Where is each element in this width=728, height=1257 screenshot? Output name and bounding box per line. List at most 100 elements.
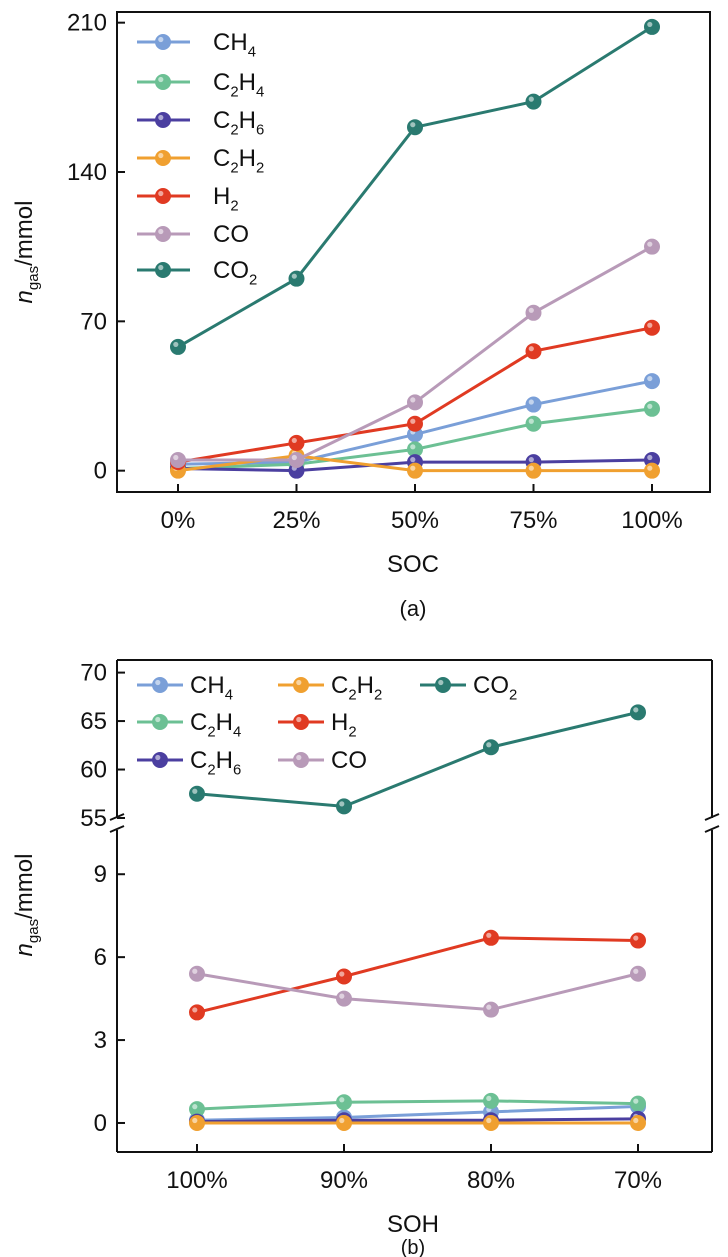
marker-circle bbox=[630, 1114, 646, 1131]
marker-highlight bbox=[647, 241, 653, 247]
data-point bbox=[407, 394, 423, 411]
marker-circle bbox=[189, 1114, 205, 1131]
y-tick-label-a: 0 bbox=[94, 458, 107, 485]
y-tick-label-b-lower: 6 bbox=[94, 944, 107, 971]
plot-frame-a bbox=[116, 11, 711, 493]
legend-marker bbox=[293, 714, 309, 730]
marker-circle bbox=[525, 396, 542, 413]
marker-circle bbox=[288, 270, 305, 287]
legend-label: CO2​ bbox=[473, 672, 517, 704]
marker-highlight bbox=[410, 465, 416, 471]
marker-circle bbox=[293, 714, 309, 730]
marker-circle bbox=[155, 262, 171, 278]
data-point bbox=[336, 798, 352, 815]
y-tick-label-a: 210 bbox=[67, 10, 107, 37]
marker-highlight bbox=[486, 1117, 492, 1124]
data-point bbox=[644, 238, 660, 255]
marker-highlight bbox=[155, 716, 161, 723]
marker-circle bbox=[525, 304, 542, 321]
axis-break-mark bbox=[704, 825, 720, 833]
marker-circle bbox=[407, 119, 423, 136]
marker-circle bbox=[483, 929, 499, 946]
marker-highlight bbox=[158, 36, 164, 43]
legend-marker bbox=[152, 714, 168, 730]
data-point bbox=[483, 1092, 499, 1109]
marker-circle bbox=[407, 394, 423, 411]
legend-marker bbox=[155, 150, 171, 166]
marker-circle bbox=[189, 785, 205, 802]
data-point bbox=[189, 1004, 205, 1021]
data-point bbox=[483, 1114, 499, 1131]
marker-highlight bbox=[647, 454, 653, 461]
legend-marker bbox=[155, 112, 171, 128]
legend-label: C2​H2​ bbox=[213, 145, 264, 177]
legend-label: C2​H6​ bbox=[190, 747, 241, 779]
data-point bbox=[525, 343, 542, 360]
legend-item-c2h4: C2​H4​ bbox=[137, 709, 241, 741]
data-point bbox=[288, 434, 305, 451]
panel-label-a: (a) bbox=[400, 596, 427, 621]
data-point bbox=[630, 1095, 646, 1112]
data-point bbox=[189, 965, 205, 982]
series-line bbox=[196, 1104, 639, 1122]
y-axis-label-a: ngas/mmol bbox=[11, 201, 42, 304]
marker-highlight bbox=[339, 993, 345, 999]
marker-highlight bbox=[158, 152, 164, 159]
marker-highlight bbox=[192, 1117, 198, 1124]
marker-highlight bbox=[528, 399, 534, 405]
marker-circle bbox=[152, 714, 168, 730]
marker-circle bbox=[152, 677, 168, 693]
y-tick-label-b-lower: 0 bbox=[94, 1110, 107, 1137]
marker-circle bbox=[644, 462, 660, 479]
marker-highlight bbox=[438, 679, 444, 686]
marker-highlight bbox=[192, 788, 198, 794]
marker-highlight bbox=[192, 1007, 198, 1013]
data-point bbox=[525, 396, 542, 413]
data-point bbox=[644, 18, 660, 35]
x-tick-label-b: 90% bbox=[320, 1167, 368, 1194]
legend-item-co: CO bbox=[278, 747, 367, 774]
x-tick-label-a: 100% bbox=[621, 507, 682, 534]
marker-highlight bbox=[339, 1097, 345, 1103]
marker-circle bbox=[336, 798, 352, 815]
legend-item-h2: H2​ bbox=[278, 709, 357, 741]
data-point bbox=[525, 304, 542, 321]
marker-highlight bbox=[486, 742, 492, 748]
data-point bbox=[170, 338, 186, 355]
marker-highlight bbox=[633, 1098, 639, 1104]
marker-circle bbox=[525, 415, 542, 432]
series-line bbox=[196, 1099, 639, 1111]
legend-label: H2​ bbox=[213, 183, 239, 215]
marker-highlight bbox=[647, 465, 653, 471]
data-point bbox=[483, 929, 499, 946]
panel-label-b: (b) bbox=[401, 1237, 425, 1257]
data-point bbox=[336, 968, 352, 985]
data-point bbox=[288, 452, 305, 468]
x-tick-label-b: 70% bbox=[614, 1167, 662, 1194]
marker-circle bbox=[336, 968, 352, 985]
marker-circle bbox=[155, 150, 171, 166]
marker-circle bbox=[170, 338, 186, 355]
y-tick-label-a: 140 bbox=[67, 159, 107, 186]
y-tick-label-b-upper: 60 bbox=[80, 757, 107, 784]
marker-highlight bbox=[633, 1117, 639, 1124]
legend-label: C2​H2​ bbox=[331, 672, 382, 704]
series-line bbox=[196, 936, 639, 1014]
x-tick-label-a: 0% bbox=[161, 507, 196, 534]
marker-highlight bbox=[192, 968, 198, 974]
axis-break-mark bbox=[704, 813, 720, 821]
legend-marker bbox=[435, 677, 451, 693]
legend-label: C2​H6​ bbox=[213, 107, 264, 139]
y-tick-label-b-upper: 65 bbox=[80, 708, 107, 735]
marker-highlight bbox=[339, 971, 345, 977]
data-point bbox=[483, 739, 499, 756]
series-line bbox=[196, 972, 639, 1012]
marker-highlight bbox=[173, 341, 179, 348]
series-c2h2 bbox=[189, 1114, 646, 1131]
marker-highlight bbox=[158, 264, 164, 271]
data-point bbox=[483, 1001, 499, 1018]
legend-label: H2​ bbox=[331, 709, 357, 741]
marker-highlight bbox=[296, 716, 302, 723]
data-point bbox=[644, 462, 660, 479]
marker-highlight bbox=[647, 375, 653, 382]
